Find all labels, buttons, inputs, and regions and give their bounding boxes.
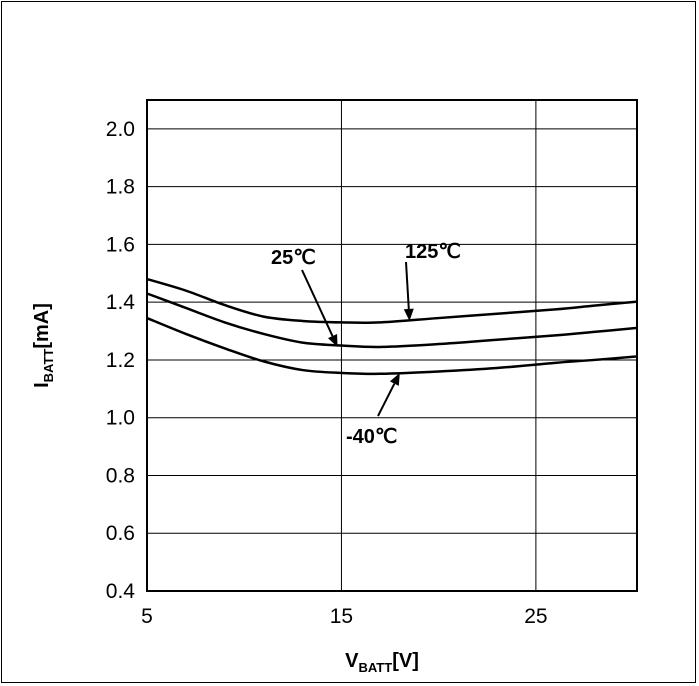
y-tick-label: 0.4: [106, 580, 136, 603]
y-tick-label: 2.0: [106, 118, 135, 141]
y-tick-label: 0.6: [106, 522, 135, 545]
series-lines: [146, 277, 638, 376]
y-tick-label: 1.2: [106, 349, 135, 372]
y-tick-label: 0.8: [106, 464, 135, 487]
x-tick-label: 5: [141, 605, 153, 628]
annotation-arrowhead: [403, 308, 414, 321]
x-tick-label: 25: [524, 605, 547, 628]
annotation-arrow: [301, 269, 334, 337]
annotation-arrow: [377, 383, 396, 417]
annotation-label: -40℃: [346, 426, 397, 448]
series-line: [146, 316, 638, 376]
annotation-arrow: [405, 261, 410, 310]
tick-labels: 0.4 0.6 0.8 1.0 1.2 1.4 1.6 1.8 2.0 5 15 25: [106, 118, 548, 628]
annotation-label: 25℃: [271, 247, 316, 269]
y-axis-label: IBATT[mA]: [31, 303, 56, 388]
y-tick-label: 1.4: [106, 291, 136, 314]
annotation-arrowhead: [389, 372, 400, 386]
series-line: [146, 277, 638, 325]
y-tick-label: 1.6: [106, 233, 135, 256]
y-tick-label: 1.8: [106, 176, 135, 199]
x-axis-label: VBATT[V]: [345, 650, 419, 675]
x-tick-label: 15: [330, 605, 353, 628]
plot-area-border: [146, 99, 638, 592]
annotation-label: 125℃: [405, 241, 461, 263]
series-line: [146, 292, 638, 349]
annotation-arrowhead: [327, 333, 338, 347]
y-tick-label: 1.0: [106, 407, 135, 430]
annotations: 125℃ 25℃ -40℃: [271, 241, 461, 448]
